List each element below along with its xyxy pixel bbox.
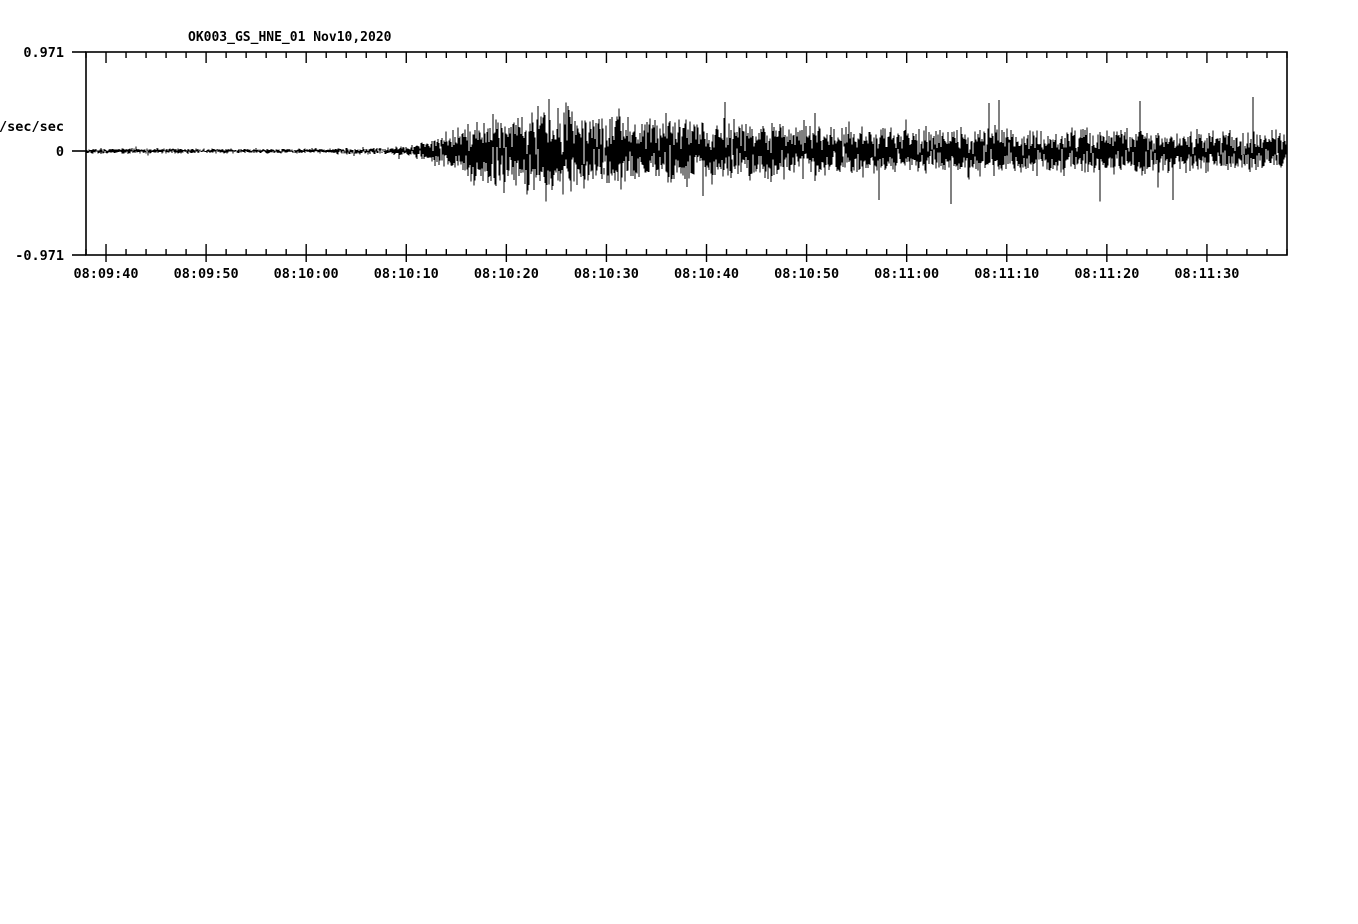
panel-plot-hnz: 08:09:4008:09:5008:10:0008:10:1008:10:20… <box>0 616 1358 924</box>
x-tick-label: 08:10:50 <box>774 266 839 282</box>
x-tick-label: 08:09:50 <box>174 266 239 282</box>
x-tick-label: 08:10:00 <box>274 266 339 282</box>
x-tick-label: 08:11:00 <box>874 266 939 282</box>
panel-title: OK003_GS_HNE_01 Nov10,2020 <box>188 30 392 45</box>
x-tick-label: 08:10:40 <box>674 266 739 282</box>
x-tick-label: 08:09:40 <box>74 266 139 282</box>
seismogram-panel-hne: 08:09:40 08:09:50 08:10:00 08:10:10 08:10:20… <box>0 0 1358 300</box>
x-tick-label: 08:10:30 <box>574 266 639 282</box>
x-tick-label: 08:10:20 <box>474 266 539 282</box>
panel-plot-hnn: 08:09:4008:09:5008:10:0008:10:1008:10:20… <box>0 310 1358 610</box>
x-tick-label: 08:10:10 <box>374 266 439 282</box>
x-tick-label: 08:11:20 <box>1074 266 1139 282</box>
y-tick-label: -0.971 <box>15 248 64 264</box>
waveform-trace-hne <box>85 96 1288 205</box>
seismogram-panel-hnz: 08:09:4008:09:5008:10:0008:10:1008:10:20… <box>0 616 1358 924</box>
y-axis-units-label: cm/sec/sec <box>0 119 64 135</box>
seismogram-panel-hnn: 08:09:4008:09:5008:10:0008:10:1008:10:20… <box>0 310 1358 610</box>
y-tick-label: 0 <box>56 144 64 160</box>
panel-plot-hne: 08:09:40 08:09:50 08:10:00 08:10:10 08:10:20… <box>0 30 1288 282</box>
x-tick-label: 08:11:30 <box>1174 266 1239 282</box>
x-tick-label: 08:11:10 <box>974 266 1039 282</box>
y-tick-label: 0.971 <box>23 45 64 61</box>
